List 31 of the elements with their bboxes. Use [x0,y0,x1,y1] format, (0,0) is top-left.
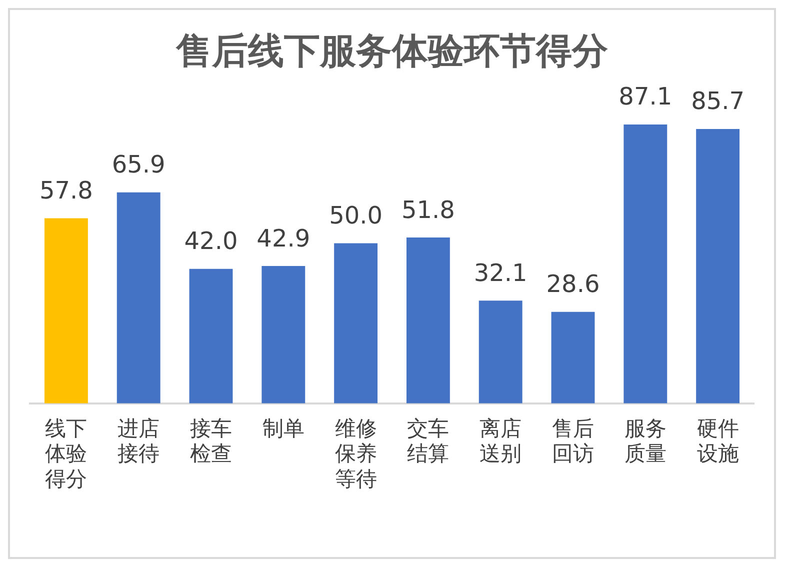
bar [334,243,378,404]
x-tick-label: 维修保养等待 [334,416,377,491]
bar [478,300,522,404]
x-tick-label: 交车结算 [407,416,450,466]
data-label: 50.0 [329,202,383,230]
x-tick-label: 售后回访 [552,416,594,466]
x-tick-label: 接车检查 [190,416,232,466]
data-label: 85.7 [691,87,745,116]
x-tick-label: 进店接待 [118,416,160,466]
data-label: 87.1 [618,82,672,111]
x-tick-label: 硬件设施 [696,416,739,466]
x-tick-label: 线下体验得分 [45,416,88,491]
bar [406,238,450,404]
bar [551,312,595,404]
x-tick-label: 服务质量 [624,416,666,466]
data-label: 42.9 [256,224,310,252]
x-tick-label: 离店送别 [480,416,522,466]
data-label: 28.6 [546,270,600,298]
data-label: 32.1 [474,258,528,287]
x-tick-label: 制单 [262,416,304,440]
bar [262,266,306,404]
data-label: 57.8 [39,176,93,205]
data-label: 51.8 [401,196,455,224]
bar [696,128,740,404]
bar [116,192,160,404]
bar [189,268,233,404]
bar [44,218,88,404]
bar [624,124,668,404]
data-label: 42.0 [184,227,238,256]
chart-title: 售后线下服务体验环节得分 [175,30,608,72]
data-label: 65.9 [112,150,166,179]
